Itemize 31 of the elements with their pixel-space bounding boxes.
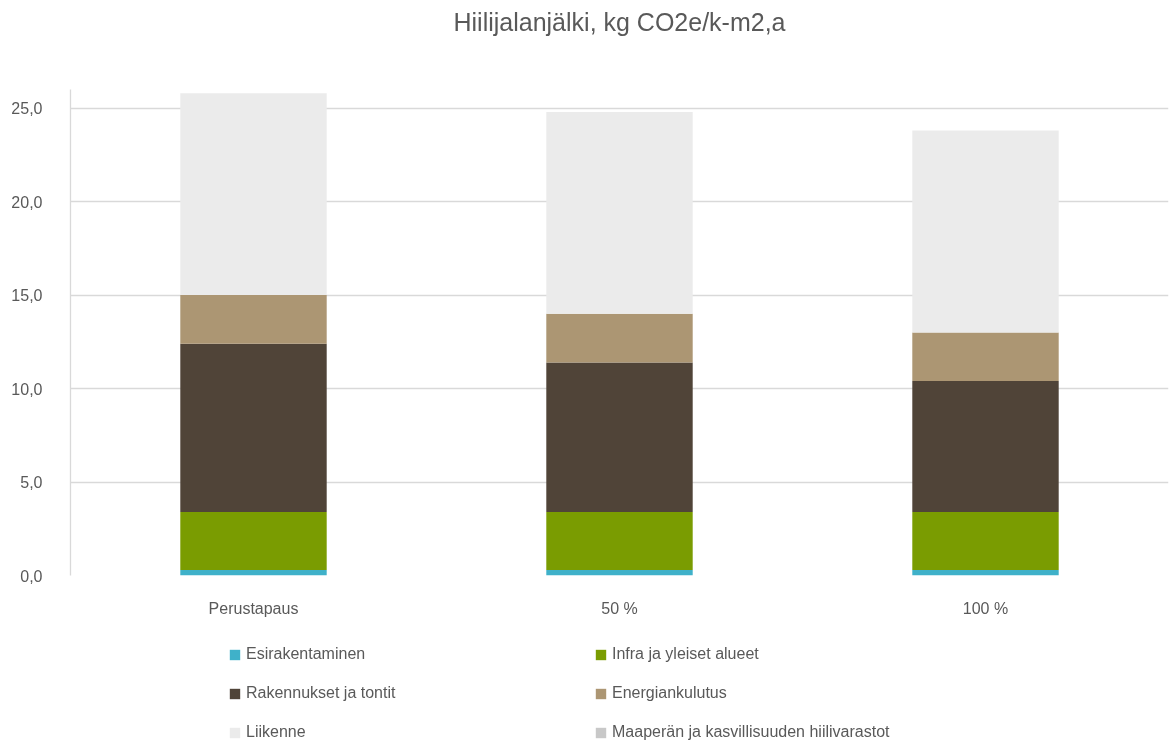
bar xyxy=(546,569,693,576)
x-tick-label: 50 % xyxy=(601,599,638,617)
y-tick-label: 15,0 xyxy=(11,287,43,305)
bar xyxy=(546,362,693,512)
bar xyxy=(180,295,327,344)
y-tick-label: 25,0 xyxy=(11,100,43,118)
x-tick-label: Perustapaus xyxy=(208,599,299,617)
bar xyxy=(912,381,1059,512)
bar xyxy=(180,511,327,570)
legend-label: Rakennukset ja tontit xyxy=(246,684,397,702)
x-tick-label: 100 % xyxy=(962,599,1009,617)
y-tick-label: 5,0 xyxy=(20,474,43,492)
bar xyxy=(912,511,1059,570)
bar xyxy=(180,343,327,512)
y-tick-label: 0,0 xyxy=(20,567,43,585)
bar xyxy=(180,93,327,296)
bar xyxy=(912,130,1059,333)
legend-label: Energiankulutus xyxy=(612,684,728,702)
bar xyxy=(546,111,693,314)
bar xyxy=(912,332,1059,382)
chart-title: Hiilijalanjälki, kg CO2e/k-m2,a xyxy=(453,7,786,36)
y-tick-label: 20,0 xyxy=(11,193,43,211)
y-tick-label: 10,0 xyxy=(11,380,43,398)
legend-label: Esirakentaminen xyxy=(246,645,367,663)
legend-label: Infra ja yleiset alueet xyxy=(612,645,760,663)
bar xyxy=(912,569,1059,576)
bar xyxy=(546,511,693,570)
legend-label: Maaperän ja kasvillisuuden hiilivarastot xyxy=(612,723,891,741)
bar xyxy=(546,313,693,363)
bar xyxy=(180,569,327,576)
legend-label: Liikenne xyxy=(246,723,307,741)
